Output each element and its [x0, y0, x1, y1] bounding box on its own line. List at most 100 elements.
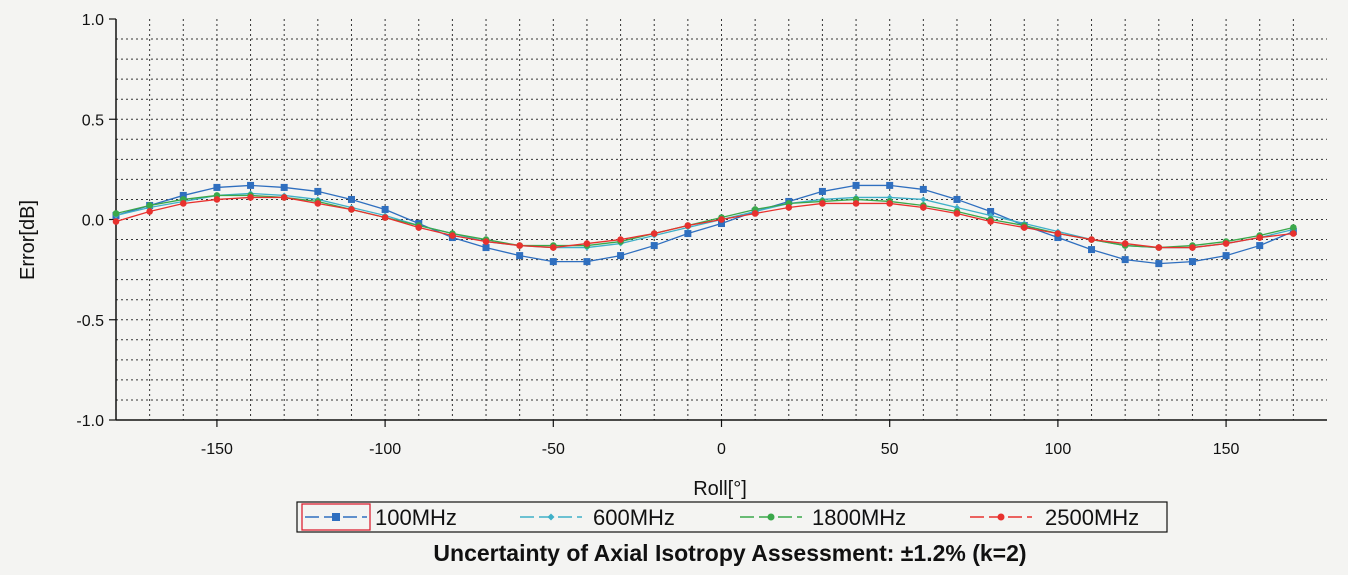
data-point: [179, 200, 187, 207]
data-point: [1155, 260, 1163, 268]
data-point: [583, 240, 591, 247]
data-point: [920, 204, 927, 211]
x-tick-label: 50: [881, 441, 899, 458]
data-point: [482, 238, 490, 245]
legend-label: 600MHz: [593, 505, 675, 530]
x-tick-label: -100: [369, 441, 401, 458]
data-point: [650, 230, 658, 237]
data-point: [213, 183, 221, 191]
data-point: [953, 195, 961, 203]
series-line: [115, 184, 1294, 265]
data-point: [751, 210, 759, 217]
data-point: [1256, 242, 1264, 250]
data-point: [1290, 224, 1297, 231]
data-point: [1121, 256, 1129, 264]
x-tick-label: 150: [1213, 441, 1240, 458]
data-point: [997, 513, 1005, 521]
data-point: [1088, 236, 1095, 243]
x-tick-label: -50: [542, 441, 565, 458]
data-point: [583, 258, 591, 266]
data-point: [987, 207, 995, 215]
data-point: [482, 244, 490, 252]
y-tick-label: 0.5: [82, 112, 104, 129]
data-point: [1121, 240, 1129, 247]
data-point: [179, 191, 187, 199]
data-point: [650, 242, 658, 250]
data-point: [213, 196, 221, 203]
data-point: [767, 513, 775, 521]
legend-label: 1800MHz: [812, 505, 906, 530]
data-point: [449, 232, 456, 239]
data-point: [280, 194, 288, 201]
data-point: [314, 200, 322, 207]
legend-highlight: [301, 503, 371, 531]
data-point: [718, 216, 725, 223]
data-point: [381, 205, 389, 213]
data-point: [550, 244, 557, 251]
data-point: [953, 210, 961, 217]
data-point: [920, 196, 927, 203]
series-line: [115, 196, 1294, 249]
legend: 100MHz 600MHz 1800MHz 2500MHz: [296, 501, 1168, 533]
series-group: [112, 181, 1297, 268]
data-point: [785, 204, 793, 211]
data-point: [919, 185, 927, 193]
data-point: [112, 218, 120, 225]
data-point: [852, 200, 860, 207]
data-point: [852, 181, 860, 189]
series-2500mhz: [112, 194, 1297, 251]
y-tick-label: -1.0: [76, 413, 104, 430]
data-point: [886, 181, 894, 189]
data-point: [1189, 244, 1196, 251]
data-point: [1020, 224, 1028, 231]
data-point: [415, 224, 423, 231]
data-point: [617, 252, 625, 260]
data-point: [347, 195, 355, 203]
data-point: [146, 208, 153, 215]
data-point: [332, 513, 340, 521]
data-point: [547, 513, 555, 521]
data-point: [516, 252, 524, 260]
data-point: [549, 258, 557, 266]
data-point: [886, 200, 893, 207]
legend-label: 100MHz: [375, 505, 457, 530]
data-point: [1222, 252, 1230, 260]
data-point: [1256, 234, 1264, 241]
data-point: [146, 202, 153, 209]
x-axis-label: Roll[°]: [693, 478, 747, 500]
data-point: [314, 187, 322, 195]
y-tick-label: 0.0: [82, 213, 104, 230]
data-point: [684, 222, 692, 229]
data-point: [1155, 244, 1163, 251]
data-point: [381, 214, 389, 221]
data-point: [1222, 240, 1230, 247]
data-point: [247, 181, 255, 189]
data-point: [987, 218, 994, 225]
x-tick-label: 0: [717, 441, 726, 458]
data-point: [819, 200, 826, 207]
data-point: [280, 183, 288, 191]
data-point: [1290, 230, 1297, 237]
data-point: [1188, 258, 1196, 266]
data-point: [1054, 230, 1062, 237]
data-point: [348, 206, 355, 213]
data-point: [818, 187, 826, 195]
data-point: [112, 210, 120, 217]
legend-box: [296, 501, 1168, 533]
data-point: [684, 230, 692, 238]
x-tick-label: -150: [201, 441, 233, 458]
data-point: [1088, 246, 1096, 254]
x-tick-label: 100: [1045, 441, 1072, 458]
data-point: [516, 242, 523, 249]
data-point: [247, 194, 254, 201]
y-axis-label: Error[dB]: [17, 200, 39, 280]
y-tick-label: 1.0: [82, 12, 104, 29]
data-point: [617, 236, 624, 243]
chart-caption: Uncertainty of Axial Isotropy Assessment…: [433, 540, 1026, 566]
data-point: [718, 220, 725, 228]
legend-label: 2500MHz: [1045, 505, 1139, 530]
y-tick-label: -0.5: [76, 313, 104, 330]
